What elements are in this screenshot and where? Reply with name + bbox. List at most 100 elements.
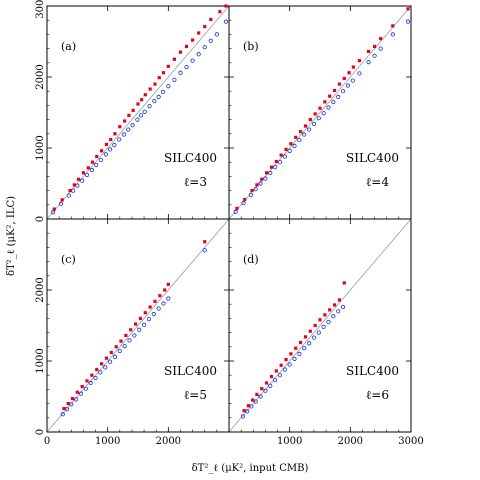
data-point-blue <box>240 414 246 419</box>
data-point-blue <box>132 333 137 338</box>
data-point-blue <box>292 143 297 148</box>
data-point-red <box>66 402 70 406</box>
data-point-red <box>255 392 259 396</box>
data-point-red <box>114 345 118 349</box>
data-point-blue <box>273 378 278 383</box>
panel-label: SILC400 <box>164 151 217 165</box>
data-point-blue <box>321 324 326 330</box>
data-point-blue <box>151 312 156 317</box>
data-point-red <box>197 31 201 35</box>
panel-frame <box>228 218 412 433</box>
data-point-red <box>351 65 355 69</box>
data-point-blue <box>93 375 98 381</box>
data-point-red <box>250 189 254 193</box>
data-point-red <box>80 384 84 389</box>
data-point-red <box>153 82 157 86</box>
data-point-blue <box>138 113 144 118</box>
data-point-red <box>123 119 127 123</box>
data-point-blue <box>316 330 321 335</box>
data-point-blue <box>103 152 108 157</box>
data-point-red <box>166 64 170 68</box>
data-point-red <box>118 125 122 129</box>
data-point-red <box>379 37 383 41</box>
data-point-red <box>391 24 395 28</box>
data-point-blue <box>66 193 71 198</box>
panel-ell: ℓ=6 <box>366 388 389 402</box>
data-point-red <box>138 316 143 320</box>
data-point-blue <box>178 70 183 75</box>
x-tick-label: 2000 <box>338 436 363 447</box>
data-point-blue <box>263 388 268 393</box>
data-point-blue <box>161 301 166 306</box>
data-point-red <box>406 7 410 11</box>
data-point-red <box>119 339 123 343</box>
data-point-red <box>72 183 76 187</box>
data-point-red <box>357 59 362 63</box>
y-tick-label: 1000 <box>35 348 46 373</box>
data-point-red <box>332 88 337 93</box>
data-point-blue <box>152 99 157 104</box>
data-point-red <box>148 87 152 91</box>
data-point-red <box>243 197 247 202</box>
data-point-red <box>109 350 113 355</box>
data-point-red <box>298 130 303 134</box>
data-point-blue <box>357 71 362 76</box>
data-point-red <box>157 76 161 80</box>
data-point-red <box>203 240 207 244</box>
data-point-blue <box>277 373 283 378</box>
data-point-red <box>158 294 162 298</box>
data-point-blue <box>306 127 312 132</box>
data-point-red <box>86 166 90 170</box>
data-point-blue <box>331 99 336 104</box>
diagonal-line <box>46 5 230 220</box>
data-point-blue <box>282 367 287 372</box>
data-point-red <box>298 340 303 345</box>
data-point-red <box>328 308 332 312</box>
data-point-blue <box>135 117 140 122</box>
data-point-red <box>163 288 167 292</box>
data-point-blue <box>121 132 127 137</box>
data-point-red <box>308 118 312 122</box>
data-point-blue <box>107 359 113 364</box>
panel-d: 1000 2000 3000 (d) SILC400 ℓ=6 <box>228 218 424 447</box>
x-tick-label: 1000 <box>277 436 302 447</box>
data-point-red <box>104 142 109 147</box>
data-point-blue <box>126 127 131 132</box>
diagonal-line <box>228 5 412 220</box>
diagonal-line <box>46 218 230 433</box>
data-point-red <box>90 373 94 377</box>
y-tick-label: 3000 <box>35 0 46 19</box>
data-point-red <box>260 387 264 391</box>
data-point-red <box>109 137 113 142</box>
panel-letter: (a) <box>61 40 76 53</box>
data-point-blue <box>190 58 195 63</box>
data-point-red <box>209 17 213 22</box>
data-point-blue <box>253 187 258 192</box>
data-point-blue <box>147 104 152 109</box>
data-point-red <box>246 404 251 408</box>
data-point-blue <box>166 84 171 89</box>
data-point-red <box>85 379 89 383</box>
data-point-red <box>203 24 207 29</box>
data-point-blue <box>311 121 317 126</box>
data-point-blue <box>302 132 307 137</box>
data-point-blue <box>268 383 273 388</box>
y-tick-label: 1000 <box>35 135 46 160</box>
panel-b: (b) SILC400 ℓ=4 <box>228 5 412 220</box>
data-point-red <box>113 132 117 136</box>
data-point-blue <box>268 170 273 175</box>
data-point-red <box>143 93 147 97</box>
data-point-blue <box>287 362 292 367</box>
data-point-red <box>166 282 170 286</box>
data-point-blue <box>390 32 395 37</box>
data-point-blue <box>142 109 147 114</box>
data-point-blue <box>223 19 229 24</box>
data-point-blue <box>297 138 302 143</box>
data-point-blue <box>350 78 355 83</box>
data-point-red <box>308 329 312 333</box>
data-point-blue <box>80 178 85 183</box>
data-point-red <box>294 346 298 350</box>
data-point-blue <box>156 94 161 99</box>
data-point-red <box>124 333 128 338</box>
